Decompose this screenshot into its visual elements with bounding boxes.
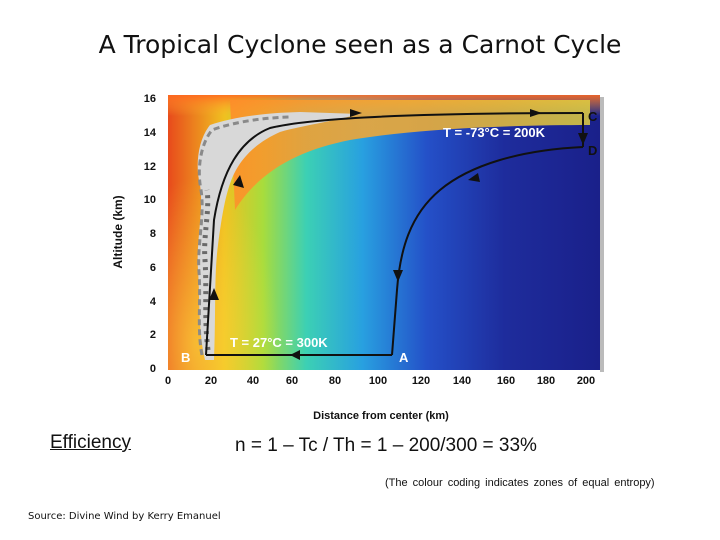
x-tick-label: 20 bbox=[205, 375, 217, 387]
x-tick-label: 100 bbox=[369, 375, 387, 387]
x-tick-label: 160 bbox=[497, 375, 515, 387]
y-tick-label: 4 bbox=[150, 296, 157, 308]
slide-title: A Tropical Cyclone seen as a Carnot Cycl… bbox=[98, 30, 622, 59]
x-tick-label: 0 bbox=[165, 375, 171, 387]
point-label-a: A bbox=[399, 350, 409, 365]
arrow-eyewall bbox=[233, 175, 244, 188]
eyewall-cloud bbox=[197, 112, 360, 360]
arrow-rising bbox=[209, 288, 219, 300]
y-tick-label: 0 bbox=[150, 363, 156, 375]
y-tick-label: 16 bbox=[144, 93, 156, 105]
carnot-cycle-figure: T = -73°C = 200K T = 27°C = 300K B A C D… bbox=[111, 93, 604, 422]
path-segment-d-a bbox=[391, 146, 584, 356]
arrow-descending bbox=[468, 173, 480, 182]
arrow-a-to-b bbox=[290, 350, 300, 360]
y-tick-label: 6 bbox=[150, 262, 156, 274]
x-tick-label: 120 bbox=[412, 375, 430, 387]
cycle-arrows bbox=[209, 109, 588, 360]
plot-shadow bbox=[600, 97, 604, 372]
x-axis-label: Distance from center (km) bbox=[313, 410, 449, 422]
point-label-b: B bbox=[181, 350, 190, 365]
arrow-subsiding bbox=[393, 270, 403, 282]
x-tick-label: 180 bbox=[537, 375, 555, 387]
x-tick-label: 80 bbox=[329, 375, 341, 387]
y-tick-label: 10 bbox=[144, 194, 156, 206]
x-tick-label: 40 bbox=[247, 375, 259, 387]
arrow-outflow-1 bbox=[350, 109, 362, 117]
y-axis-ticks: 16 14 12 10 8 6 4 2 0 bbox=[144, 93, 157, 375]
x-tick-label: 200 bbox=[577, 375, 595, 387]
point-label-d: D bbox=[588, 143, 597, 158]
y-axis-label: Altitude (km) bbox=[111, 195, 125, 268]
arrow-c-to-d bbox=[578, 133, 588, 145]
x-tick-label: 60 bbox=[286, 375, 298, 387]
y-tick-label: 2 bbox=[150, 329, 156, 341]
top-isotherm-label: T = -73°C = 200K bbox=[443, 125, 546, 140]
arrow-outflow-2 bbox=[530, 109, 542, 117]
source-note: Source: Divine Wind by Kerry Emanuel bbox=[28, 511, 221, 522]
path-segment-b-c bbox=[205, 112, 584, 356]
outflow-band bbox=[230, 100, 590, 210]
efficiency-formula: n = 1 – Tc / Th = 1 – 200/300 = 33% bbox=[235, 435, 537, 456]
point-label-c: C bbox=[588, 109, 598, 124]
y-tick-label: 14 bbox=[144, 127, 157, 139]
x-tick-label: 140 bbox=[453, 375, 471, 387]
efficiency-label: Efficiency bbox=[50, 432, 131, 453]
bottom-isotherm-label: T = 27°C = 300K bbox=[230, 335, 328, 350]
entropy-note: (The colour coding indicates zones of eq… bbox=[385, 477, 655, 489]
y-tick-label: 8 bbox=[150, 228, 156, 240]
y-tick-label: 12 bbox=[144, 161, 156, 173]
x-axis-ticks: 0 20 40 60 80 100 120 140 160 180 200 bbox=[165, 375, 595, 387]
